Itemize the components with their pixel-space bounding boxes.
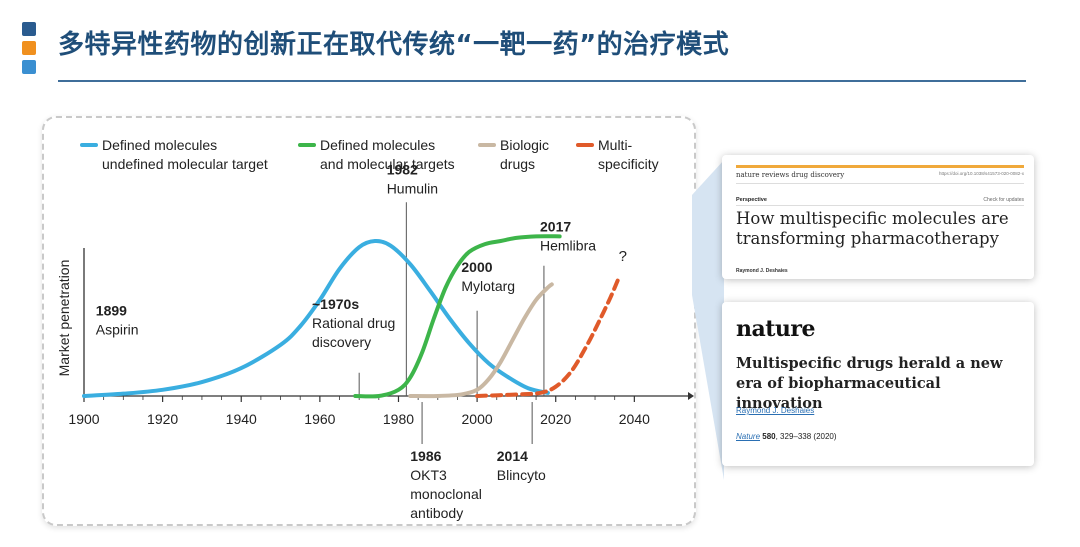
bullet-1 xyxy=(22,22,36,36)
check-updates-link[interactable]: Check for updates xyxy=(983,197,1024,203)
annotation-label-7: Blincyto xyxy=(497,467,546,483)
annotation-label-6: antibody xyxy=(410,505,463,521)
legend-label-4: Multi- xyxy=(598,137,633,153)
x-tick-label-1940: 1940 xyxy=(226,411,257,427)
paper-title: How multispecific molecules are transfor… xyxy=(736,209,1009,248)
annotation-label-1: Aspirin xyxy=(96,321,139,337)
annotation-year-1: 1899 xyxy=(96,302,127,318)
legend-label-2: and molecular targets xyxy=(320,156,455,172)
annotation-year-6: 1986 xyxy=(410,448,441,464)
title-divider xyxy=(58,80,1026,82)
citation-volume: 580 xyxy=(762,432,776,441)
series-line-4 xyxy=(475,276,621,398)
annotation-year-7: 2014 xyxy=(497,448,528,464)
x-tick-label-2000: 2000 xyxy=(462,411,493,427)
slide-title: 多特异性药物的创新正在取代传统“一靶一药”的治疗模式 xyxy=(58,30,730,60)
paper-author-link[interactable]: Raymond J. Deshaies xyxy=(736,406,815,415)
bullet-2 xyxy=(22,41,36,55)
annotation-year-4: 2000 xyxy=(461,259,492,275)
legend-label-3: drugs xyxy=(500,156,535,172)
divider xyxy=(736,183,1024,184)
citation-journal-link[interactable]: Nature xyxy=(736,432,761,441)
annotation-label-2: discovery xyxy=(312,334,371,350)
annotation-label-3: Humulin xyxy=(387,180,438,196)
nature-logo: nature xyxy=(736,316,816,342)
x-tick-label-2020: 2020 xyxy=(540,411,571,427)
paper-author: Raymond J. Deshaies xyxy=(736,268,788,274)
paper-title: Multispecific drugs herald a new era of … xyxy=(736,355,1003,412)
series-line-3 xyxy=(408,282,554,399)
article-type: Perspective xyxy=(736,197,767,203)
paper-citation: Nature 580, 329–338 (2020) xyxy=(736,432,837,441)
x-tick-label-2040: 2040 xyxy=(619,411,650,427)
annotation-label-4: Mylotarg xyxy=(461,278,515,294)
legend-label-4: specificity xyxy=(598,156,659,172)
doi-link[interactable]: https://doi.org/10.1038/s41573-020-0082-… xyxy=(938,171,1024,176)
bullet-3 xyxy=(22,60,36,74)
legend-label-3: Biologic xyxy=(500,137,549,153)
annotation-year-3: 1982 xyxy=(387,161,418,177)
title-bullets xyxy=(22,22,36,79)
legend-label-1: undefined molecular target xyxy=(102,156,268,172)
annotation-label-6: OKT3 xyxy=(410,467,447,483)
market-penetration-chart: Defined molecules undefined molecular tar… xyxy=(56,137,694,521)
x-tick-label-1900: 1900 xyxy=(68,411,99,427)
annotation-year-5: 2017 xyxy=(540,219,571,235)
citation-pages: , 329–338 (2020) xyxy=(775,432,837,441)
journal-name: nature reviews drug discovery xyxy=(736,171,845,179)
annotation-year-2: ~1970s xyxy=(312,296,359,312)
annotation-label-5: Hemlibra xyxy=(540,238,596,254)
legend-label-2: Defined molecules xyxy=(320,137,435,153)
legend-label-1: Defined molecules xyxy=(102,137,217,153)
journal-accent-bar xyxy=(736,165,1024,168)
chart-panel: Defined molecules undefined molecular tar… xyxy=(42,116,696,526)
x-tick-label-1960: 1960 xyxy=(304,411,335,427)
connector-wedge xyxy=(692,160,724,480)
annotation-label-2: Rational drug xyxy=(312,315,395,331)
x-tick-label-1980: 1980 xyxy=(383,411,414,427)
paper-card-nature[interactable]: nature Multispecific drugs herald a new … xyxy=(722,302,1034,466)
unknown-marker: ? xyxy=(619,248,627,265)
x-tick-label-1920: 1920 xyxy=(147,411,178,427)
paper-card-nrdd[interactable]: nature reviews drug discovery https://do… xyxy=(722,155,1034,279)
series-line-2 xyxy=(353,234,562,399)
y-axis-label: Market penetration xyxy=(56,260,72,377)
x-axis-arrow xyxy=(688,392,694,400)
annotation-label-6: monoclonal xyxy=(410,486,482,502)
series-line-1 xyxy=(82,238,550,398)
divider xyxy=(736,205,1024,206)
